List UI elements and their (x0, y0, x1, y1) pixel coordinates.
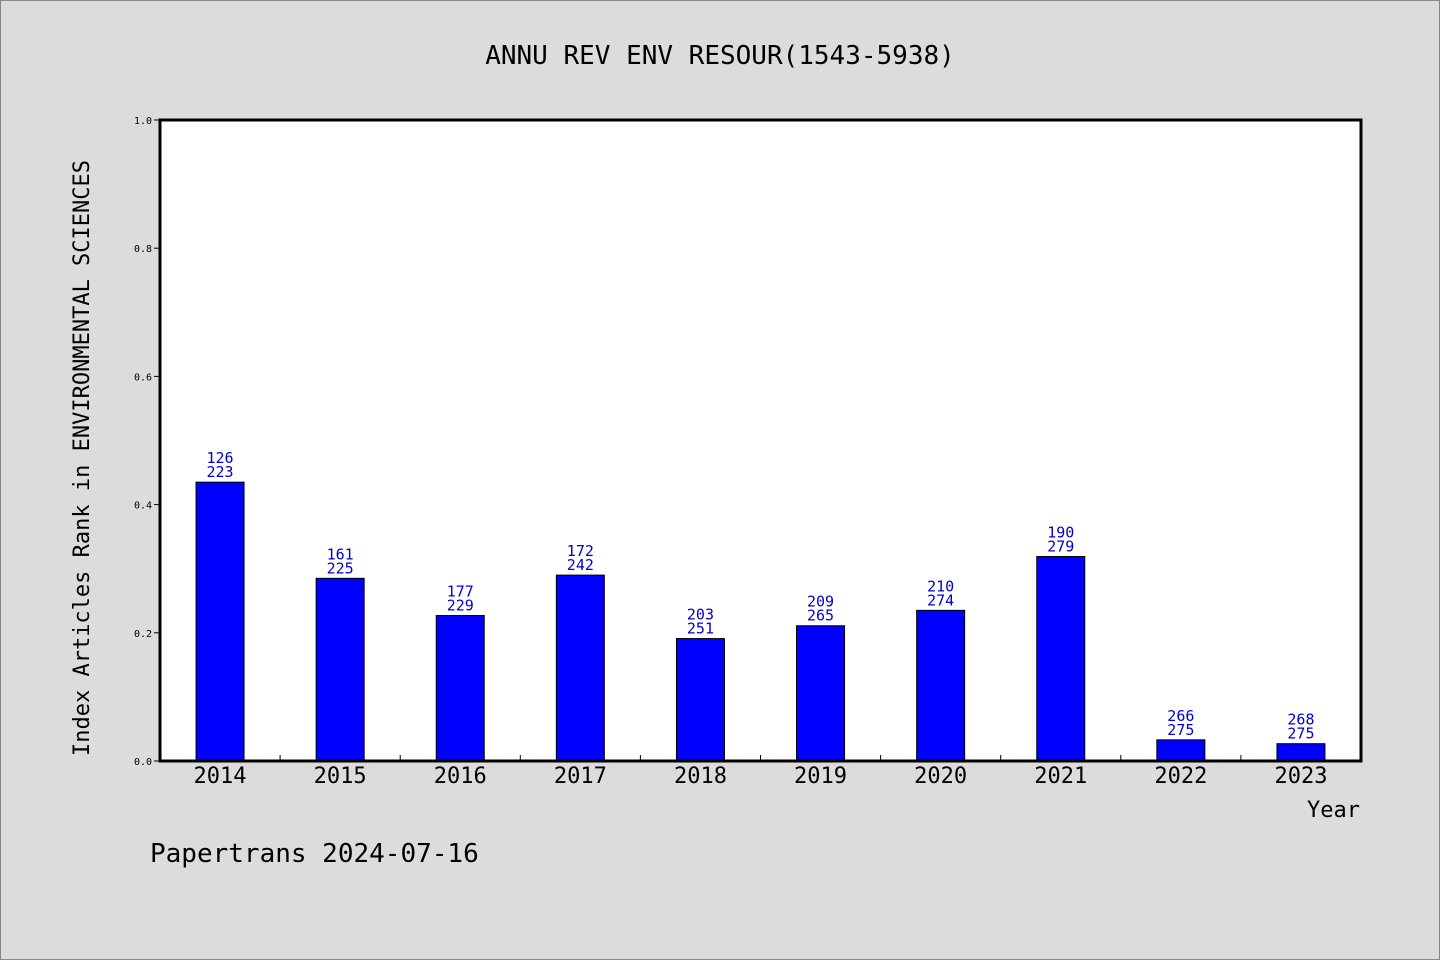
y-axis-label: Index Articles Rank in ENVIRONMENTAL SCI… (70, 160, 95, 756)
bar-2017 (555, 574, 605, 762)
bar-rank-label: 266 (1167, 707, 1194, 725)
bar-2018 (675, 638, 725, 762)
bar-rank-label: 177 (447, 582, 474, 600)
bar-total-label: 265 (807, 607, 834, 625)
bar-2022 (1156, 739, 1206, 762)
bar-rank-label: 210 (927, 577, 954, 595)
x-tick-label: 2020 (914, 764, 967, 789)
x-tick-label: 2023 (1274, 764, 1327, 789)
bar-2021 (1036, 556, 1086, 762)
x-tick-label: 2016 (434, 764, 487, 789)
x-tick-label: 2019 (794, 764, 847, 789)
bar-2019 (796, 625, 846, 762)
bar-2023 (1276, 743, 1326, 762)
bar-total-label: 223 (207, 463, 234, 481)
bar-total-label: 229 (447, 596, 474, 614)
bar-rank-label: 161 (327, 545, 354, 563)
y-tick-label: 0.0 (134, 757, 152, 768)
bar-total-label: 242 (567, 556, 594, 574)
bar-2016 (435, 614, 485, 762)
y-tick-label: 0.2 (134, 629, 152, 640)
chart-title: ANNU REV ENV RESOUR(1543-5938) (485, 41, 955, 71)
x-tick-label: 2015 (314, 764, 367, 789)
bar-2015 (315, 577, 365, 762)
x-tick-label: 2017 (554, 764, 607, 789)
x-axis-label: Year (1307, 798, 1360, 823)
footer-watermark: Papertrans 2024-07-16 (150, 839, 479, 869)
bar-2020 (916, 609, 966, 762)
y-tick-label: 1.0 (134, 116, 152, 127)
bar-labels: 1262231612251772291722422032512092652102… (207, 449, 1315, 743)
bar-total-label: 225 (327, 559, 354, 577)
x-tick-label: 2014 (194, 764, 247, 789)
bar-total-label: 275 (1167, 721, 1194, 739)
bar-rank-label: 190 (1047, 524, 1074, 542)
bar-2014 (195, 481, 245, 762)
bar-total-label: 275 (1287, 725, 1314, 743)
bar-rank-label: 203 (687, 606, 714, 624)
bar-total-label: 274 (927, 591, 954, 609)
y-tick-label: 0.8 (134, 244, 152, 255)
bar-total-label: 279 (1047, 538, 1074, 556)
x-axis-ticks: 2014 2015 2016 2017 2018 2019 2020 2021 2022 2023 (194, 755, 1327, 789)
x-tick-label: 2021 (1034, 764, 1087, 789)
x-tick-label: 2018 (674, 764, 727, 789)
bar-rank-label: 126 (207, 449, 234, 467)
bar-total-label: 251 (687, 620, 714, 638)
y-axis-ticks: 0.0 0.2 0.4 0.6 0.8 1.0 (134, 116, 160, 768)
bar-rank-label: 209 (807, 593, 834, 611)
plot-border (158, 118, 1363, 763)
bar-rank-label: 172 (567, 542, 594, 560)
x-tick-label: 2022 (1154, 764, 1207, 789)
y-tick-label: 0.6 (134, 372, 152, 383)
bar-rank-label: 268 (1287, 711, 1314, 729)
y-tick-label: 0.4 (134, 501, 152, 512)
bar-series (195, 481, 1326, 762)
